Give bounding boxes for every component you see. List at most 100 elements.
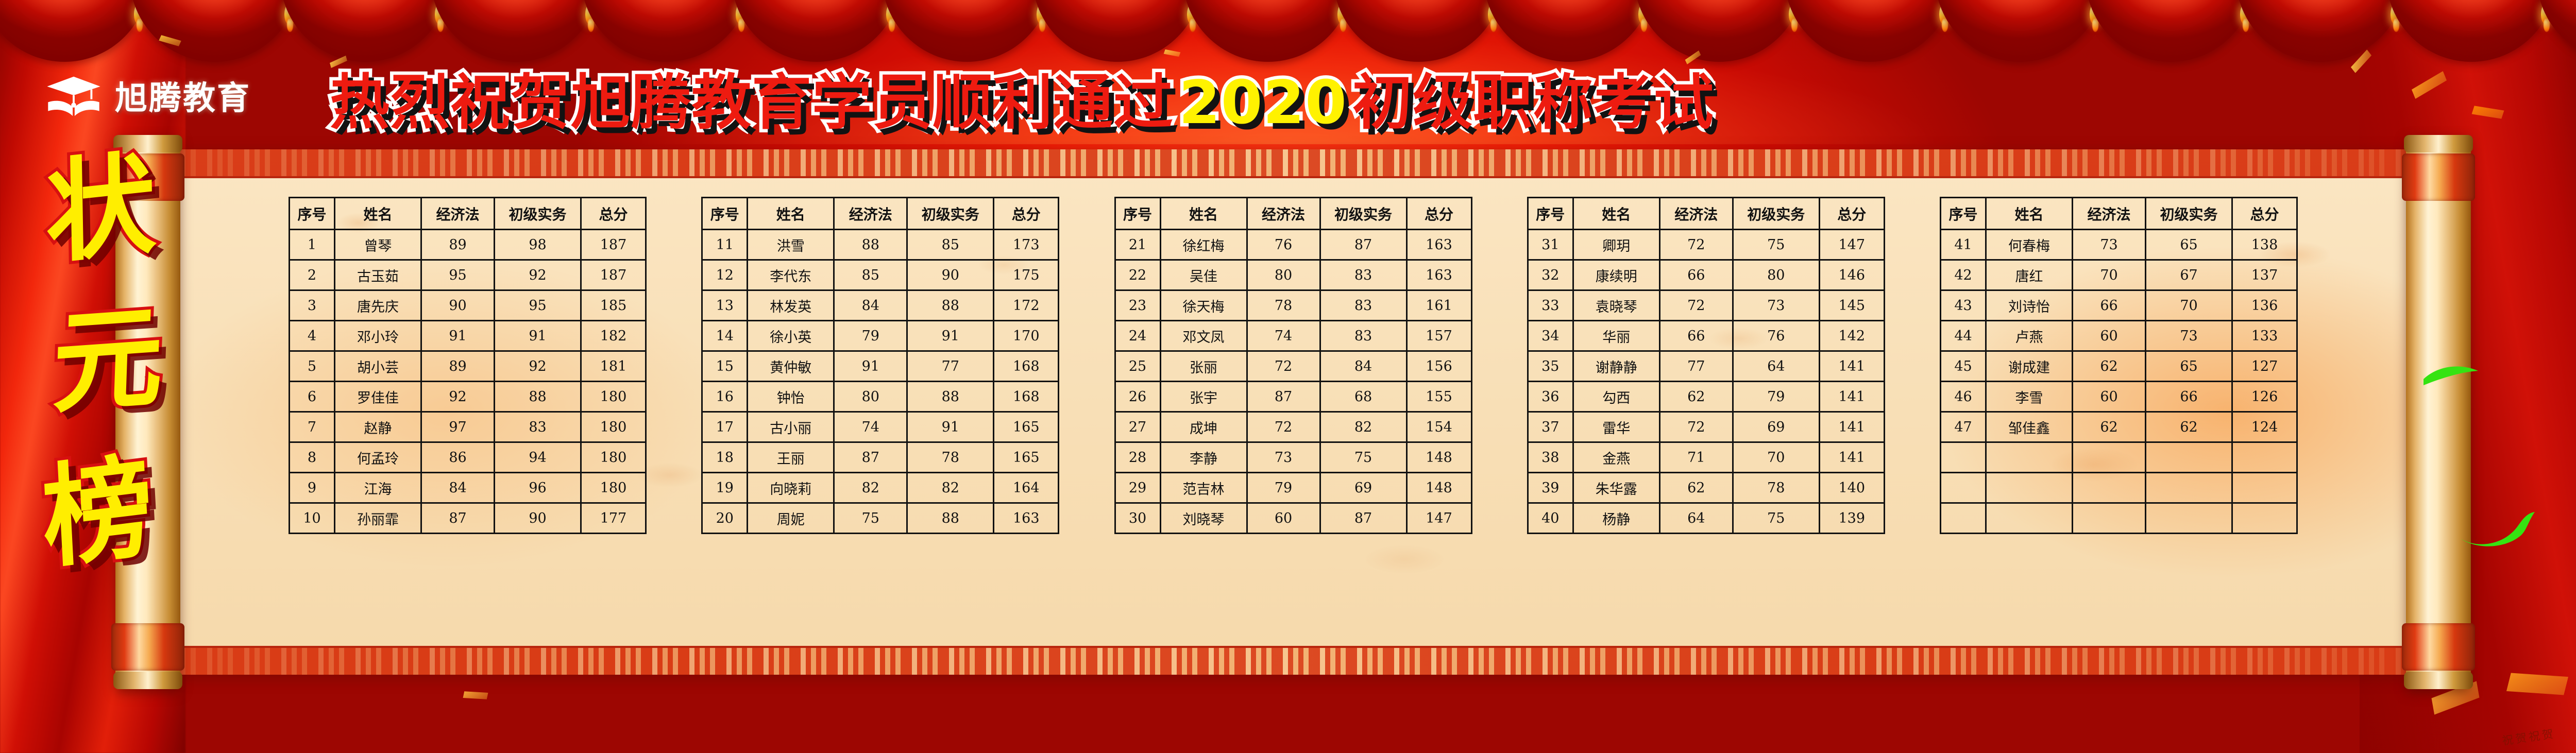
cell-idx: 11 [701,229,749,261]
cell-idx: 37 [1527,411,1574,443]
cell-practice: 88 [906,502,995,534]
table-row: 10 孙丽霏 87 90 177 [289,502,647,534]
cell-name: 谢成建 [1985,350,2073,382]
cell-practice: 75 [1732,502,1820,534]
cell-total: 163 [1405,259,1472,291]
column-header-law: 经济法 [1658,197,1734,230]
table-row: 13 林发英 84 88 172 [701,289,1060,321]
table-row: 3 唐先庆 90 95 185 [289,289,647,321]
cell-name: 唐红 [1985,259,2073,291]
table-row: 4 邓小玲 91 91 182 [289,320,647,352]
column-header-law: 经济法 [833,197,908,230]
cell-idx: 13 [701,289,749,321]
green-ribbon-icon [2424,366,2478,385]
cell-idx: 6 [289,381,335,413]
cell-name [1985,472,2073,504]
column-header-total: 总分 [1818,197,1885,230]
column-header-total: 总分 [580,197,647,230]
cell-idx: 30 [1114,502,1161,534]
cell-practice: 80 [1732,259,1820,291]
cell-idx: 17 [701,411,749,443]
cell-law: 70 [2072,259,2146,291]
results-table-4: 序号 姓名 经济法 初级实务 总分 31 卿玥 72 75 147 32 康续明 66 80 146 33 袁晓… [1527,197,1885,534]
headline-part1: 热烈祝贺旭腾教育学员顺利通过 [327,65,1177,141]
cell-name: 古玉茹 [334,259,422,291]
cell-total: 187 [580,259,647,291]
cell-practice: 83 [494,411,582,443]
cell-law: 72 [1658,229,1734,261]
cell-total: 182 [580,320,647,352]
column-header-practice: 初级实务 [494,197,582,230]
cell-name: 洪雪 [747,229,835,261]
cell-practice: 65 [2145,229,2233,261]
cell-law: 91 [833,350,908,382]
cell-idx: 5 [289,350,335,382]
cell-idx: 43 [1940,289,1987,321]
cell-total: 140 [1818,472,1885,504]
cell-total: 141 [1818,441,1885,473]
cell-law: 62 [1658,472,1734,504]
column-header-total: 总分 [1405,197,1472,230]
table-row: 7 赵静 97 83 180 [289,411,647,443]
cell-name: 钟怡 [747,381,835,413]
cell-practice: 83 [1319,320,1408,352]
column-header-idx: 序号 [1940,197,1987,230]
cell-idx: 10 [289,502,335,534]
cell-law: 62 [1658,381,1734,413]
cell-practice: 88 [906,289,995,321]
cell-name: 袁晓琴 [1572,289,1660,321]
cell-total [2231,441,2298,473]
column-header-name: 姓名 [1572,197,1660,230]
cell-total: 180 [580,472,647,504]
column-header-idx: 序号 [1114,197,1161,230]
table-row: 38 金燕 71 70 141 [1527,441,1885,473]
curtain-swag [280,0,450,62]
cell-total: 148 [1405,441,1472,473]
cell-practice: 78 [1732,472,1820,504]
curtain-swag [2236,0,2406,62]
cell-idx: 15 [701,350,749,382]
table-header-row: 序号 姓名 经济法 初级实务 总分 [289,197,647,230]
cell-idx: 32 [1527,259,1574,291]
curtain-swag [2386,0,2556,62]
table-row: 32 康续明 66 80 146 [1527,259,1885,291]
table-row: 5 胡小芸 89 92 181 [289,350,647,382]
cell-name: 何孟玲 [334,441,422,473]
cell-idx: 29 [1114,472,1161,504]
cell-idx: 27 [1114,411,1161,443]
column-header-practice: 初级实务 [1319,197,1408,230]
cell-practice: 73 [1732,289,1820,321]
table-row: 25 张丽 72 84 156 [1114,350,1472,382]
table-row: 47 邹佳鑫 62 62 124 [1940,411,2298,443]
cell-name: 卢燕 [1985,320,2073,352]
cell-total: 180 [580,381,647,413]
cell-total: 157 [1405,320,1472,352]
cell-name: 金燕 [1572,441,1660,473]
cell-law: 73 [1246,441,1321,473]
headline-year: 2020 [1176,65,1350,141]
cell-total: 146 [1818,259,1885,291]
table-row: 28 李静 73 75 148 [1114,441,1472,473]
rod-cap-bottom [2402,623,2475,671]
brand-logo: 旭腾教育 [44,72,251,119]
table-row: 23 徐天梅 78 83 161 [1114,289,1472,321]
cell-practice: 91 [906,320,995,352]
cell-total: 148 [1405,472,1472,504]
cell-idx: 8 [289,441,335,473]
column-header-practice: 初级实务 [906,197,995,230]
table-row: 44 卢燕 60 73 133 [1940,320,2298,352]
cell-total: 147 [1405,502,1472,534]
cell-law: 66 [1658,320,1734,352]
cell-idx: 25 [1114,350,1161,382]
cell-name: 邹佳鑫 [1985,411,2073,443]
cell-practice: 70 [2145,289,2233,321]
cell-practice: 83 [1319,259,1408,291]
cell-practice: 91 [494,320,582,352]
curtain-swag [1935,0,2105,62]
column-header-law: 经济法 [2072,197,2146,230]
cell-law: 60 [1246,502,1321,534]
table-row: 2 古玉茹 95 92 187 [289,259,647,291]
cell-law: 73 [2072,229,2146,261]
cell-law: 89 [420,229,495,261]
cell-idx: 14 [701,320,749,352]
